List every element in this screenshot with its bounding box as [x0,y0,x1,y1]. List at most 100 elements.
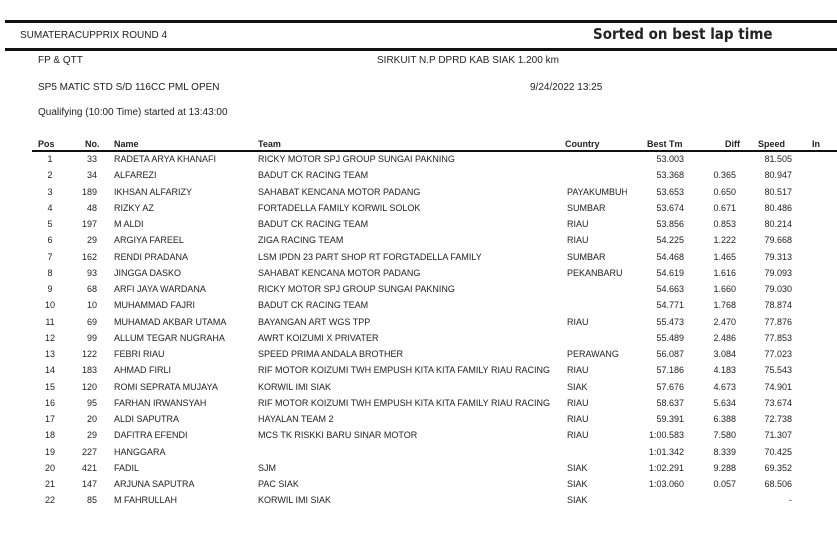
cell-name: IKHSAN ALFARIZY [114,186,193,197]
cell-speed: - [789,495,792,506]
table-row: 17 20 ALDI SAPUTRA HAYALAN TEAM 2 RIAU 59.391… [0,414,837,430]
cell-speed: 81.505 [764,154,792,164]
cell-best: 53.368 [656,170,684,181]
cell-team: RICKY MOTOR SPJ GROUP SUNGAI PAKNING [258,284,455,294]
table-row: 4 48 RIZKY AZ FORTADELLA FAMILY KORWIL SOLO… [0,203,837,219]
cell-name: MUHAMMAD FAJRI [114,300,195,311]
header-rule [5,48,837,51]
cell-diff: 8.339 [713,446,736,457]
cell-speed: 68.506 [764,479,792,489]
cell-speed: 77.876 [764,316,792,327]
table-row: 3 189 IKHSAN ALFARIZY SAHABAT KENCANA MOTOR… [0,187,837,203]
cell-country: SUMBAR [567,251,606,262]
cell-name: ARJUNA SAPUTRA [114,479,195,489]
cell-diff: 4.183 [713,365,736,376]
col-team: Team [258,139,281,149]
cell-team: ZIGA RACING TEAM [258,235,344,246]
cell-diff: 1.222 [713,235,736,246]
cell-speed: 73.674 [764,397,792,408]
cell-no: 10 [86,300,97,311]
cell-team: RIF MOTOR KOIZUMI TWH EMPUSH KITA KITA F… [258,365,551,376]
col-pos: Pos [38,139,55,149]
table-row: 10 10 MUHAMMAD FAJRI BADUT CK RACING TEAM 54… [0,300,837,316]
cell-pos: 7 [47,251,53,262]
table-row: 20 421 FADIL SJM SIAK 1:02.291 9.288 69.352 [0,463,837,479]
cell-diff: 3.084 [713,349,736,359]
table-row: 2 34 ALFAREZI BADUT CK RACING TEAM 53.368 0.3… [0,170,837,186]
cell-country: RIAU [567,414,589,424]
cell-pos: 9 [47,284,53,294]
table-row: 13 122 FEBRI RIAU SPEED PRIMA ANDALA BROTHE… [0,349,837,365]
cell-best: 57.676 [656,381,684,392]
cell-diff: 7.580 [713,430,736,441]
table-row: 15 120 ROMI SEPRATA MUJAYA KORWIL IMI SIAK S… [0,382,837,398]
cell-name: ARFI JAYA WARDANA [114,284,206,294]
cell-best: 1:00.583 [648,430,684,441]
cell-country: RIAU [567,219,589,229]
table-row: 11 69 MUHAMAD AKBAR UTAMA BAYANGAN ART WGS … [0,317,837,333]
cell-best: 54.771 [656,300,684,311]
cell-pos: 6 [47,235,53,246]
cell-pos: 13 [44,349,55,359]
cell-name: M ALDI [114,219,144,229]
col-diff: Diff [725,139,740,149]
cell-country: SUMBAR [567,202,606,213]
cell-speed: 79.030 [764,284,792,294]
cell-country: RIAU [567,235,589,246]
cell-pos: 14 [44,365,55,376]
cell-diff: 2.486 [713,332,736,343]
cell-country: RIAU [567,365,589,376]
table-row: 9 68 ARFI JAYA WARDANA RICKY MOTOR SPJ GROU… [0,284,837,300]
col-best: Best Tm [647,139,683,149]
cell-team: SJM [258,462,276,473]
cell-country: SIAK [567,381,588,392]
class-name: SP5 MATIC STD S/D 116CC PML OPEN [38,82,220,93]
cell-diff: 0.057 [713,479,736,489]
cell-diff: 1.616 [713,267,736,278]
cell-country: RIAU [567,430,589,441]
cell-no: 183 [81,365,97,376]
cell-pos: 15 [44,381,55,392]
cell-pos: 19 [44,446,55,457]
cell-no: 20 [86,414,97,424]
cell-best: 54.468 [656,251,684,262]
table-row: 8 93 JINGGA DASKO SAHABAT KENCANA MOTOR PAD… [0,268,837,284]
cell-pos: 12 [44,332,55,343]
cell-diff: 0.671 [713,202,736,213]
cell-speed: 77.023 [764,349,792,359]
cell-speed: 79.093 [764,267,792,278]
cell-best: 54.225 [656,235,684,246]
cell-name: ARGIYA FAREEL [114,235,184,246]
cell-country: SIAK [567,495,588,506]
cell-speed: 80.947 [764,170,792,181]
cell-team: HAYALAN TEAM 2 [258,414,334,424]
cell-best: 56.087 [656,349,684,359]
cell-name: ALFAREZI [114,170,157,181]
cell-pos: 2 [47,170,53,181]
cell-no: 34 [86,170,97,181]
cell-diff: 6.388 [713,414,736,424]
table-row: 22 85 M FAHRULLAH KORWIL IMI SIAK SIAK - [0,495,837,511]
cell-pos: 8 [47,267,53,278]
cell-best: 54.663 [656,284,684,294]
cell-best: 54.619 [656,267,684,278]
cell-no: 189 [81,186,97,197]
session-name: FP & QTT [38,55,83,66]
cell-diff: 0.365 [713,170,736,181]
cell-speed: 69.352 [764,462,792,473]
cell-best: 59.391 [656,414,684,424]
cell-team: SAHABAT KENCANA MOTOR PADANG [258,186,421,197]
cell-name: ALDI SAPUTRA [114,414,180,424]
cell-team: BADUT CK RACING TEAM [258,219,369,229]
cell-speed: 80.517 [764,186,792,197]
cell-team: LSM IPDN 23 PART SHOP RT FORGTADELLA FAM… [258,251,482,262]
cell-pos: 5 [47,219,53,229]
cell-diff: 0.853 [713,219,736,229]
cell-best: 53.856 [656,219,684,229]
cell-name: ALLUM TEGAR NUGRAHA [114,332,225,343]
cell-diff: 1.660 [713,284,736,294]
cell-no: 68 [86,284,97,294]
cell-name: FEBRI RIAU [114,349,165,359]
cell-team: BADUT CK RACING TEAM [258,300,369,311]
cell-team: SPEED PRIMA ANDALA BROTHER [258,349,404,359]
